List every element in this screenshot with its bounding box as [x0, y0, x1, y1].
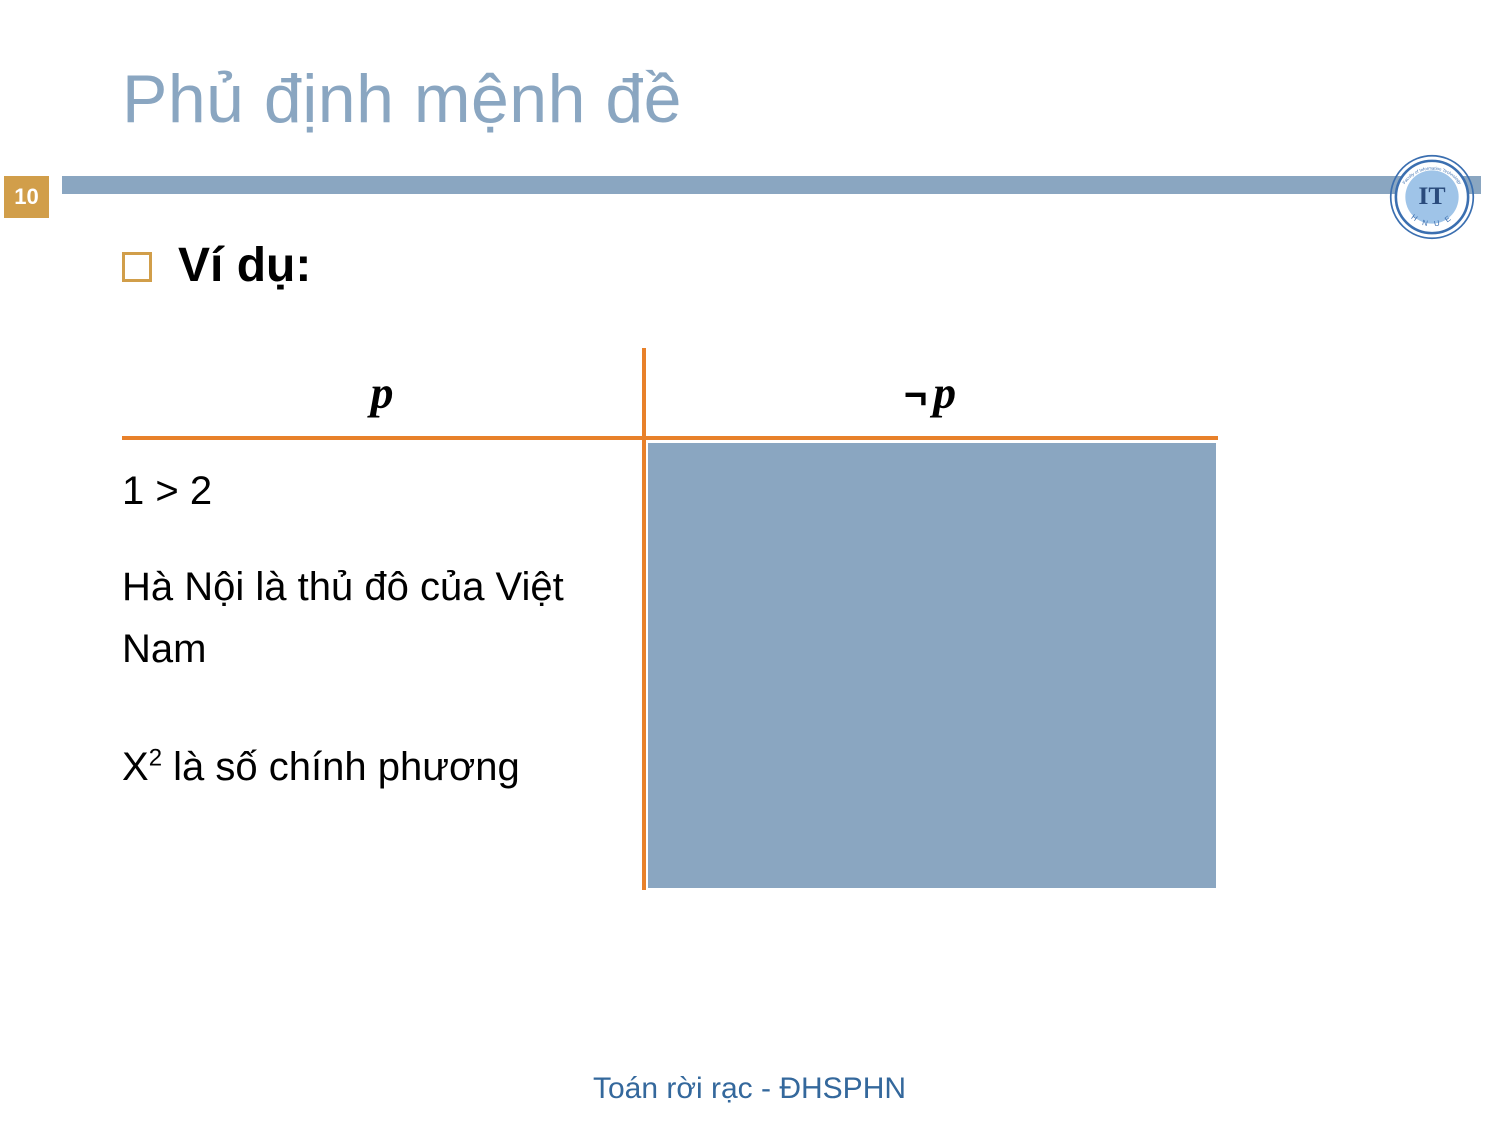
header-p: p [122, 366, 642, 419]
bullet-icon [122, 252, 152, 282]
slide: Phủ định mệnh đề 10 IT H N U E Faculty o… [0, 0, 1499, 1124]
r3-post: là số chính phương [162, 745, 520, 789]
divider-bar [62, 176, 1481, 194]
cell-p-1: 1 > 2 [122, 436, 642, 532]
slide-title: Phủ định mệnh đề [122, 60, 682, 138]
r3-sup: 2 [149, 745, 162, 772]
answer-cover-block [648, 443, 1216, 888]
negation-symbol: ¬ [904, 373, 927, 417]
svg-text:IT: IT [1418, 181, 1445, 210]
it-logo: IT H N U E Faculty of Information Techno… [1389, 154, 1475, 240]
table-vertical-line [642, 348, 646, 890]
page-number-badge: 10 [4, 176, 49, 218]
header-not-p: ¬p [642, 366, 1218, 419]
header-p-right: p [933, 367, 956, 418]
example-heading: Ví dụ: [178, 238, 311, 293]
r3-pre: X [122, 745, 149, 789]
cell-p-3: X2 là số chính phương [122, 712, 642, 812]
cell-p-2: Hà Nội là thủ đô của Việt Nam [122, 532, 642, 712]
table-horizontal-line [122, 436, 1218, 440]
table-header-row: p ¬p [122, 348, 1218, 436]
truth-table: p ¬p 1 > 2 Hà Nội là thủ đô của Việt Nam… [122, 348, 1218, 812]
footer-text: Toán rời rạc - ĐHSPHN [0, 1072, 1499, 1106]
